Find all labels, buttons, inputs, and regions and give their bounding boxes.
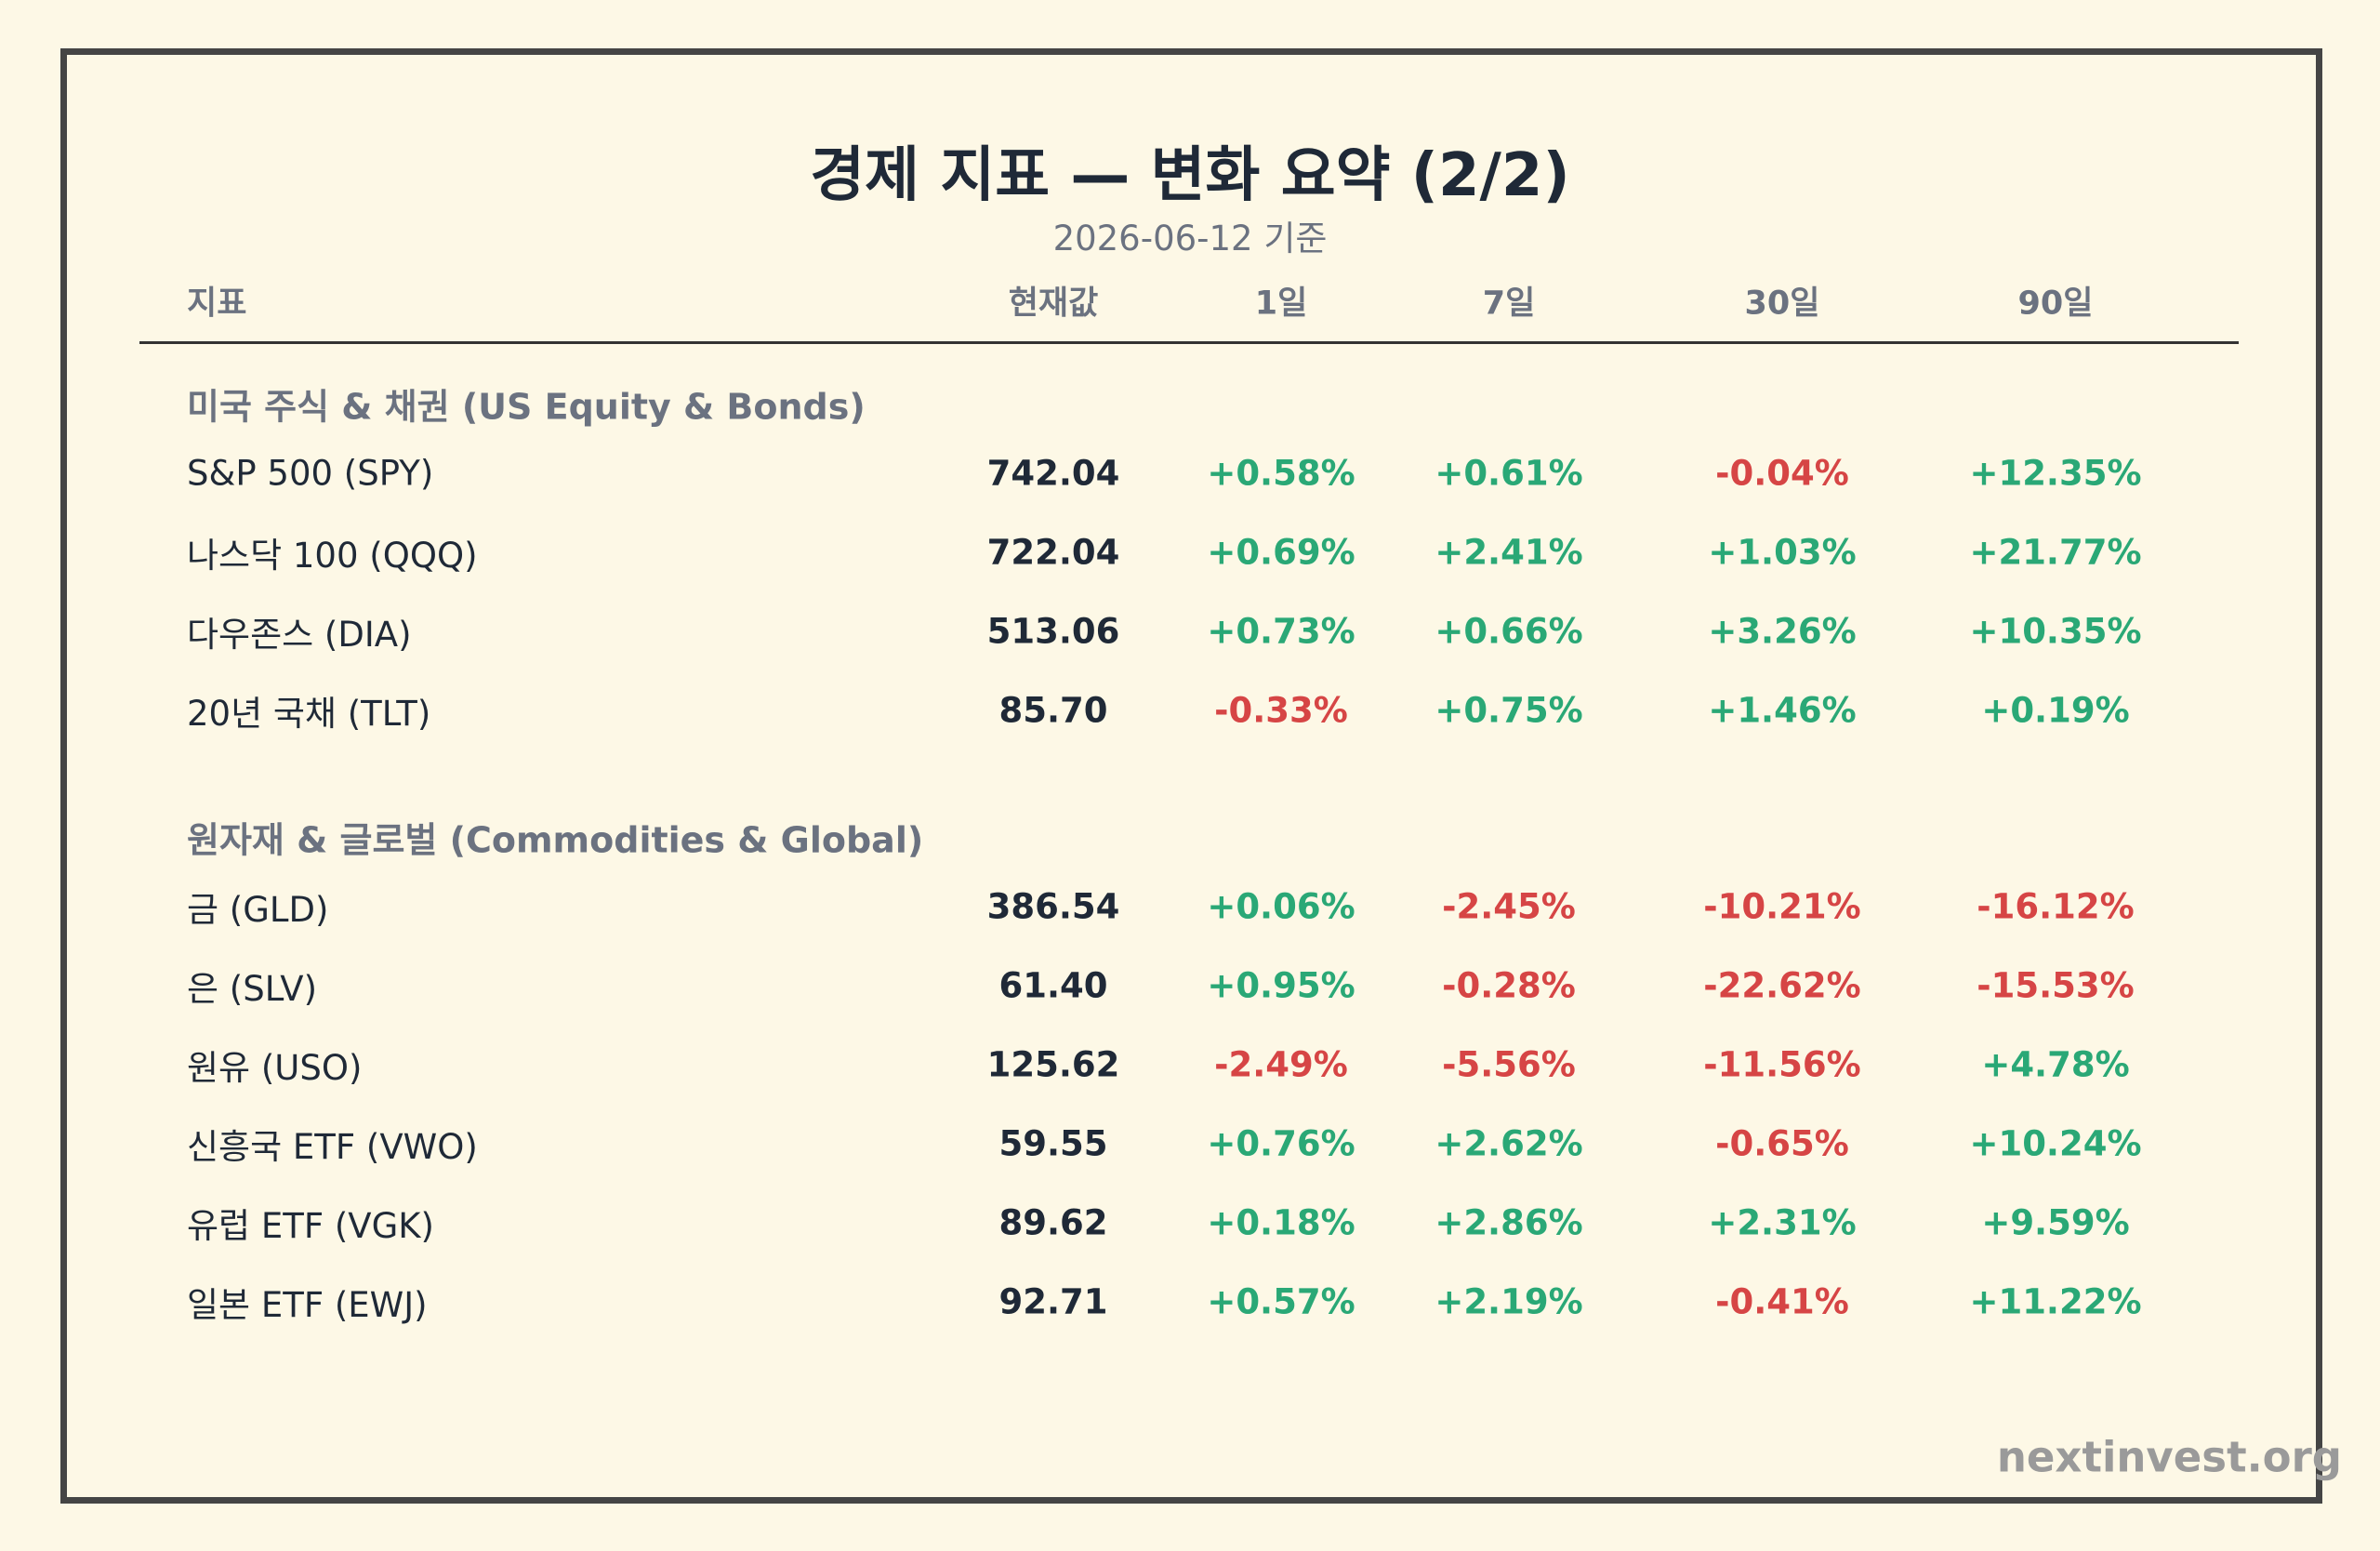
row-label: 금 (GLD) <box>187 890 329 930</box>
change-value: +21.77% <box>1969 532 2142 573</box>
change-value: +0.66% <box>1435 611 1583 652</box>
current-value: 722.04 <box>986 532 1120 573</box>
change-value: +9.59% <box>1981 1202 2130 1243</box>
column-header: 지표 <box>187 285 247 323</box>
change-value: -0.41% <box>1715 1281 1849 1322</box>
section-title: 원자재 & 글로벌 (Commodities & Global) <box>187 819 924 861</box>
change-value: +2.62% <box>1435 1123 1583 1164</box>
change-value: +0.69% <box>1207 532 1355 573</box>
change-value: -16.12% <box>1977 886 2135 927</box>
change-value: +3.26% <box>1708 611 1857 652</box>
column-header: 90일 <box>2017 285 2094 323</box>
column-header: 현재값 <box>1008 285 1099 323</box>
change-value: +0.58% <box>1207 453 1355 494</box>
change-value: +2.41% <box>1435 532 1583 573</box>
change-value: +0.75% <box>1435 690 1583 731</box>
header-rule <box>139 341 2239 344</box>
change-value: -0.28% <box>1442 965 1576 1006</box>
current-value: 59.55 <box>998 1123 1108 1164</box>
change-value: +1.46% <box>1708 690 1857 731</box>
change-value: +12.35% <box>1969 453 2142 494</box>
title: 경제 지표 — 변화 요약 (2/2) <box>810 141 1570 210</box>
footer-site: nextinvest.org <box>1996 1432 2342 1482</box>
change-value: +2.86% <box>1435 1202 1583 1243</box>
change-value: -0.33% <box>1214 690 1348 731</box>
row-label: S&P 500 (SPY) <box>187 453 434 494</box>
change-value: -10.21% <box>1703 886 1861 927</box>
change-value: +10.24% <box>1969 1123 2142 1164</box>
row-label: 신흥국 ETF (VWO) <box>187 1127 478 1167</box>
change-value: +0.95% <box>1207 965 1355 1006</box>
row-label: 은 (SLV) <box>187 969 318 1009</box>
current-value: 513.06 <box>986 611 1120 652</box>
change-value: +2.19% <box>1435 1281 1583 1322</box>
change-value: +0.19% <box>1981 690 2130 731</box>
row-label: 일본 ETF (EWJ) <box>187 1285 428 1325</box>
change-value: +0.06% <box>1207 886 1355 927</box>
current-value: 89.62 <box>998 1202 1108 1243</box>
current-value: 85.70 <box>998 690 1108 731</box>
change-value: -2.45% <box>1442 886 1576 927</box>
change-value: +2.31% <box>1708 1202 1857 1243</box>
change-value: +0.61% <box>1435 453 1583 494</box>
subtitle: 2026-06-12 기준 <box>1052 219 1328 258</box>
column-header: 7일 <box>1482 285 1536 323</box>
change-value: +10.35% <box>1969 611 2142 652</box>
change-value: +0.76% <box>1207 1123 1355 1164</box>
column-header: 30일 <box>1744 285 1820 323</box>
change-value: +1.03% <box>1708 532 1857 573</box>
current-value: 386.54 <box>986 886 1120 927</box>
frame <box>60 48 2322 1504</box>
change-value: -5.56% <box>1442 1044 1576 1085</box>
change-value: -2.49% <box>1214 1044 1348 1085</box>
change-value: -22.62% <box>1703 965 1861 1006</box>
section-title: 미국 주식 & 채권 (US Equity & Bonds) <box>187 386 866 428</box>
current-value: 125.62 <box>986 1044 1120 1085</box>
change-value: +0.18% <box>1207 1202 1355 1243</box>
change-value: +0.57% <box>1207 1281 1355 1322</box>
change-value: +4.78% <box>1981 1044 2130 1085</box>
change-value: -15.53% <box>1977 965 2135 1006</box>
change-value: -0.04% <box>1715 453 1849 494</box>
change-value: +11.22% <box>1969 1281 2142 1322</box>
row-label: 20년 국채 (TLT) <box>187 694 431 734</box>
row-label: 나스닥 100 (QQQ) <box>187 536 478 576</box>
row-label: 유럽 ETF (VGK) <box>187 1206 434 1246</box>
change-value: -11.56% <box>1703 1044 1861 1085</box>
change-value: -0.65% <box>1715 1123 1849 1164</box>
row-label: 원유 (USO) <box>187 1048 363 1088</box>
current-value: 61.40 <box>998 965 1108 1006</box>
row-label: 다우존스 (DIA) <box>187 615 412 655</box>
current-value: 92.71 <box>998 1281 1108 1322</box>
current-value: 742.04 <box>986 453 1120 494</box>
change-value: +0.73% <box>1207 611 1355 652</box>
column-header: 1일 <box>1254 285 1308 323</box>
